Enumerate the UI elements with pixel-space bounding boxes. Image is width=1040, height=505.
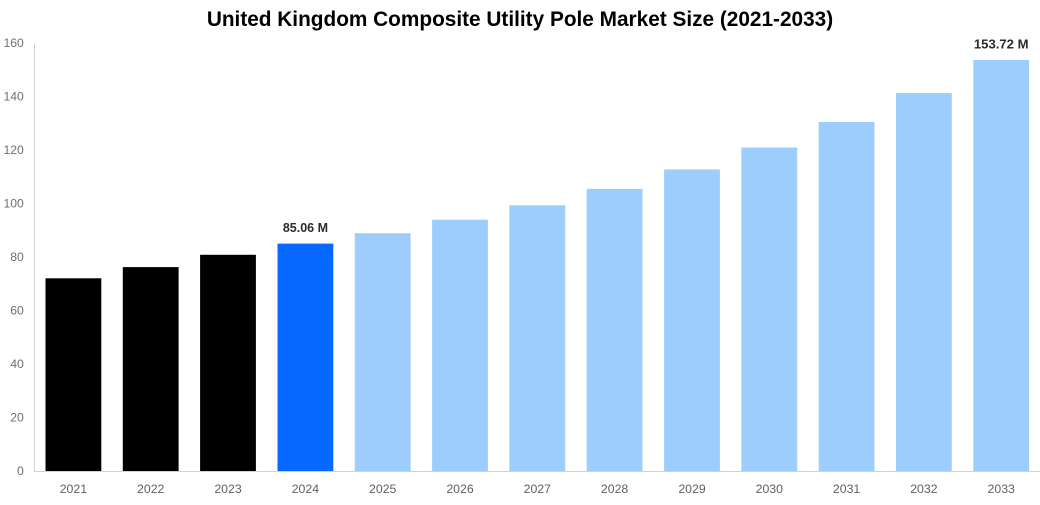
svg-text:2022: 2022 (137, 482, 165, 496)
svg-text:40: 40 (10, 357, 24, 371)
svg-text:120: 120 (3, 143, 24, 157)
svg-text:2031: 2031 (833, 482, 861, 496)
svg-text:153.72 M: 153.72 M (974, 37, 1029, 52)
svg-text:United Kingdom Composite Utili: United Kingdom Composite Utility Pole Ma… (207, 8, 833, 31)
svg-text:2021: 2021 (60, 482, 88, 496)
svg-text:2026: 2026 (446, 482, 474, 496)
svg-text:2027: 2027 (524, 482, 552, 496)
svg-text:140: 140 (3, 89, 24, 103)
svg-text:60: 60 (10, 303, 24, 317)
svg-text:2033: 2033 (988, 482, 1016, 496)
svg-text:80: 80 (10, 250, 24, 264)
svg-text:2028: 2028 (601, 482, 629, 496)
svg-text:2025: 2025 (369, 482, 397, 496)
svg-text:100: 100 (3, 196, 24, 210)
svg-text:2023: 2023 (214, 482, 242, 496)
svg-text:85.06 M: 85.06 M (283, 221, 328, 235)
svg-text:2024: 2024 (292, 482, 320, 496)
svg-text:160: 160 (3, 36, 24, 50)
svg-text:2029: 2029 (678, 482, 706, 496)
svg-text:0: 0 (17, 464, 24, 478)
svg-text:2032: 2032 (910, 482, 938, 496)
svg-text:2030: 2030 (756, 482, 784, 496)
svg-text:20: 20 (10, 410, 24, 424)
